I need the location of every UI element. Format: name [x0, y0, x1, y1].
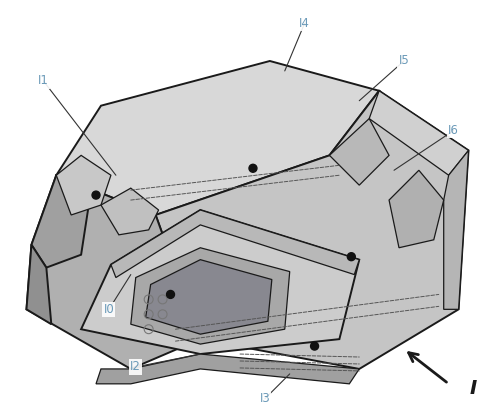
Text: I4: I4	[299, 17, 310, 30]
Circle shape	[92, 191, 100, 199]
Polygon shape	[96, 354, 359, 384]
Polygon shape	[444, 150, 469, 309]
Circle shape	[249, 164, 257, 172]
Polygon shape	[156, 91, 469, 369]
Polygon shape	[389, 170, 444, 248]
Polygon shape	[330, 119, 389, 185]
Polygon shape	[131, 248, 290, 344]
Circle shape	[347, 253, 355, 261]
Polygon shape	[369, 91, 469, 175]
Text: I3: I3	[259, 392, 270, 405]
Text: I5: I5	[399, 54, 410, 67]
Polygon shape	[101, 188, 159, 235]
Polygon shape	[146, 260, 272, 334]
Text: I6: I6	[448, 124, 459, 137]
Circle shape	[311, 342, 319, 350]
Polygon shape	[56, 61, 379, 215]
Polygon shape	[26, 245, 51, 324]
Text: I0: I0	[103, 303, 114, 316]
Polygon shape	[111, 210, 359, 277]
Text: I: I	[470, 379, 477, 398]
Polygon shape	[31, 175, 91, 268]
Text: I2: I2	[130, 360, 141, 373]
Circle shape	[166, 290, 174, 298]
Text: I1: I1	[38, 74, 49, 87]
Polygon shape	[26, 175, 200, 369]
Polygon shape	[81, 210, 359, 354]
Polygon shape	[56, 155, 111, 215]
